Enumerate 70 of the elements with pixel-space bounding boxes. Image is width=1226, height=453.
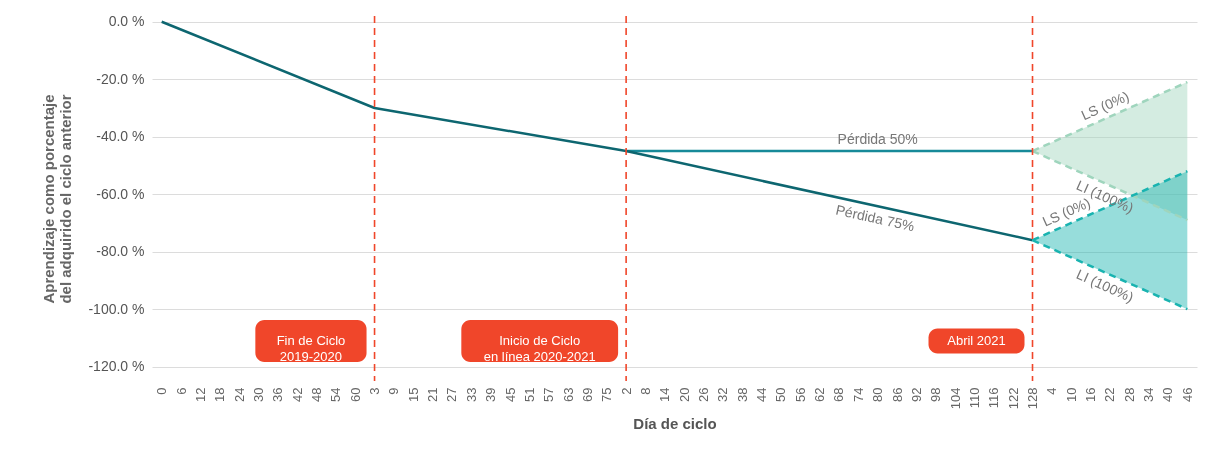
x-tick-label: 12 — [192, 387, 208, 402]
y-tick-label: -100.0 % — [88, 300, 145, 317]
y-tick-label: -120.0 % — [88, 358, 145, 375]
x-tick-label: 86 — [889, 387, 905, 402]
x-tick-label: 45 — [502, 387, 518, 402]
y-axis-title: Aprendizaje como porcentaje del adquirido el ciclo anterior — [40, 94, 75, 304]
x-tick-label: 80 — [870, 387, 886, 402]
x-tick-label: 9 — [386, 387, 402, 395]
x-tick-label: 60 — [347, 387, 363, 402]
x-tick-label: 50 — [773, 387, 789, 402]
x-tick-label: 3 — [367, 387, 383, 395]
x-tick-label: 63 — [560, 387, 576, 402]
ref-line-label: Inicio de Ciclo en línea 2020-2021 — [483, 333, 596, 364]
x-tick-label: 74 — [850, 387, 866, 402]
x-tick-label: 40 — [1160, 387, 1176, 402]
x-tick-label: 92 — [908, 387, 924, 402]
x-tick-label: 46 — [1179, 387, 1195, 402]
x-tick-label: 4 — [1044, 387, 1060, 395]
x-tick-label: 28 — [1121, 387, 1137, 402]
x-tick-label: 39 — [483, 387, 499, 402]
text: LS (0%) — [1039, 194, 1093, 230]
x-tick-label: 110 — [966, 387, 982, 409]
y-tick-label: -20.0 % — [96, 70, 145, 87]
x-tick-label: 16 — [1083, 387, 1099, 402]
x-tick-label: 69 — [579, 387, 595, 402]
x-tick-label: 68 — [831, 387, 847, 402]
x-tick-label: 2 — [618, 387, 634, 395]
x-tick-label: 128 — [1025, 387, 1041, 410]
x-tick-label: 56 — [792, 387, 808, 402]
x-tick-label: 10 — [1063, 387, 1079, 402]
x-tick-label: 15 — [405, 387, 421, 402]
x-tick-label: 48 — [308, 387, 324, 402]
y-tick-label: -80.0 % — [96, 243, 145, 260]
x-tick-label: 30 — [250, 387, 266, 402]
ref-line-label: Fin de Ciclo 2019-2020 — [276, 333, 346, 364]
x-tick-label: 44 — [754, 387, 770, 402]
x-tick-label: 21 — [425, 387, 441, 402]
x-tick-label: 14 — [657, 387, 673, 402]
y-tick-label: -40.0 % — [96, 128, 145, 145]
x-tick-label: 122 — [1005, 387, 1021, 410]
x-tick-label: 51 — [521, 387, 537, 402]
text: LS (0%) — [1078, 88, 1132, 124]
x-tick-label: 18 — [212, 387, 228, 402]
x-tick-label: 62 — [812, 387, 828, 402]
x-tick-label: 104 — [947, 387, 963, 410]
y-tick-label: -60.0 % — [96, 185, 145, 202]
x-tick-label: 75 — [599, 387, 615, 402]
x-tick-label: 26 — [696, 387, 712, 402]
x-tick-label: 34 — [1141, 387, 1157, 402]
x-tick-label: 116 — [986, 387, 1002, 409]
x-tick-label: 32 — [715, 387, 731, 402]
text: Pérdida 75% — [834, 201, 916, 235]
x-tick-label: 20 — [676, 387, 692, 402]
x-tick-label: 22 — [1102, 387, 1118, 402]
x-tick-label: 27 — [444, 387, 460, 402]
x-tick-label: 24 — [231, 387, 247, 402]
ref-line-label: Abril 2021 — [947, 333, 1006, 348]
y-tick-label: 0.0 % — [108, 13, 145, 30]
x-tick-label: 6 — [173, 387, 189, 395]
x-tick-label: 0 — [154, 387, 170, 395]
x-axis-title: Día de ciclo — [633, 415, 717, 433]
x-tick-label: 8 — [637, 387, 653, 395]
x-tick-label: 54 — [328, 387, 344, 402]
series-label: Pérdida 50% — [837, 131, 918, 148]
x-tick-label: 42 — [289, 387, 305, 402]
x-tick-label: 33 — [463, 387, 479, 402]
x-tick-label: 38 — [734, 387, 750, 402]
x-tick-label: 36 — [270, 387, 286, 402]
x-tick-label: 57 — [541, 387, 557, 402]
x-tick-label: 98 — [928, 387, 944, 402]
